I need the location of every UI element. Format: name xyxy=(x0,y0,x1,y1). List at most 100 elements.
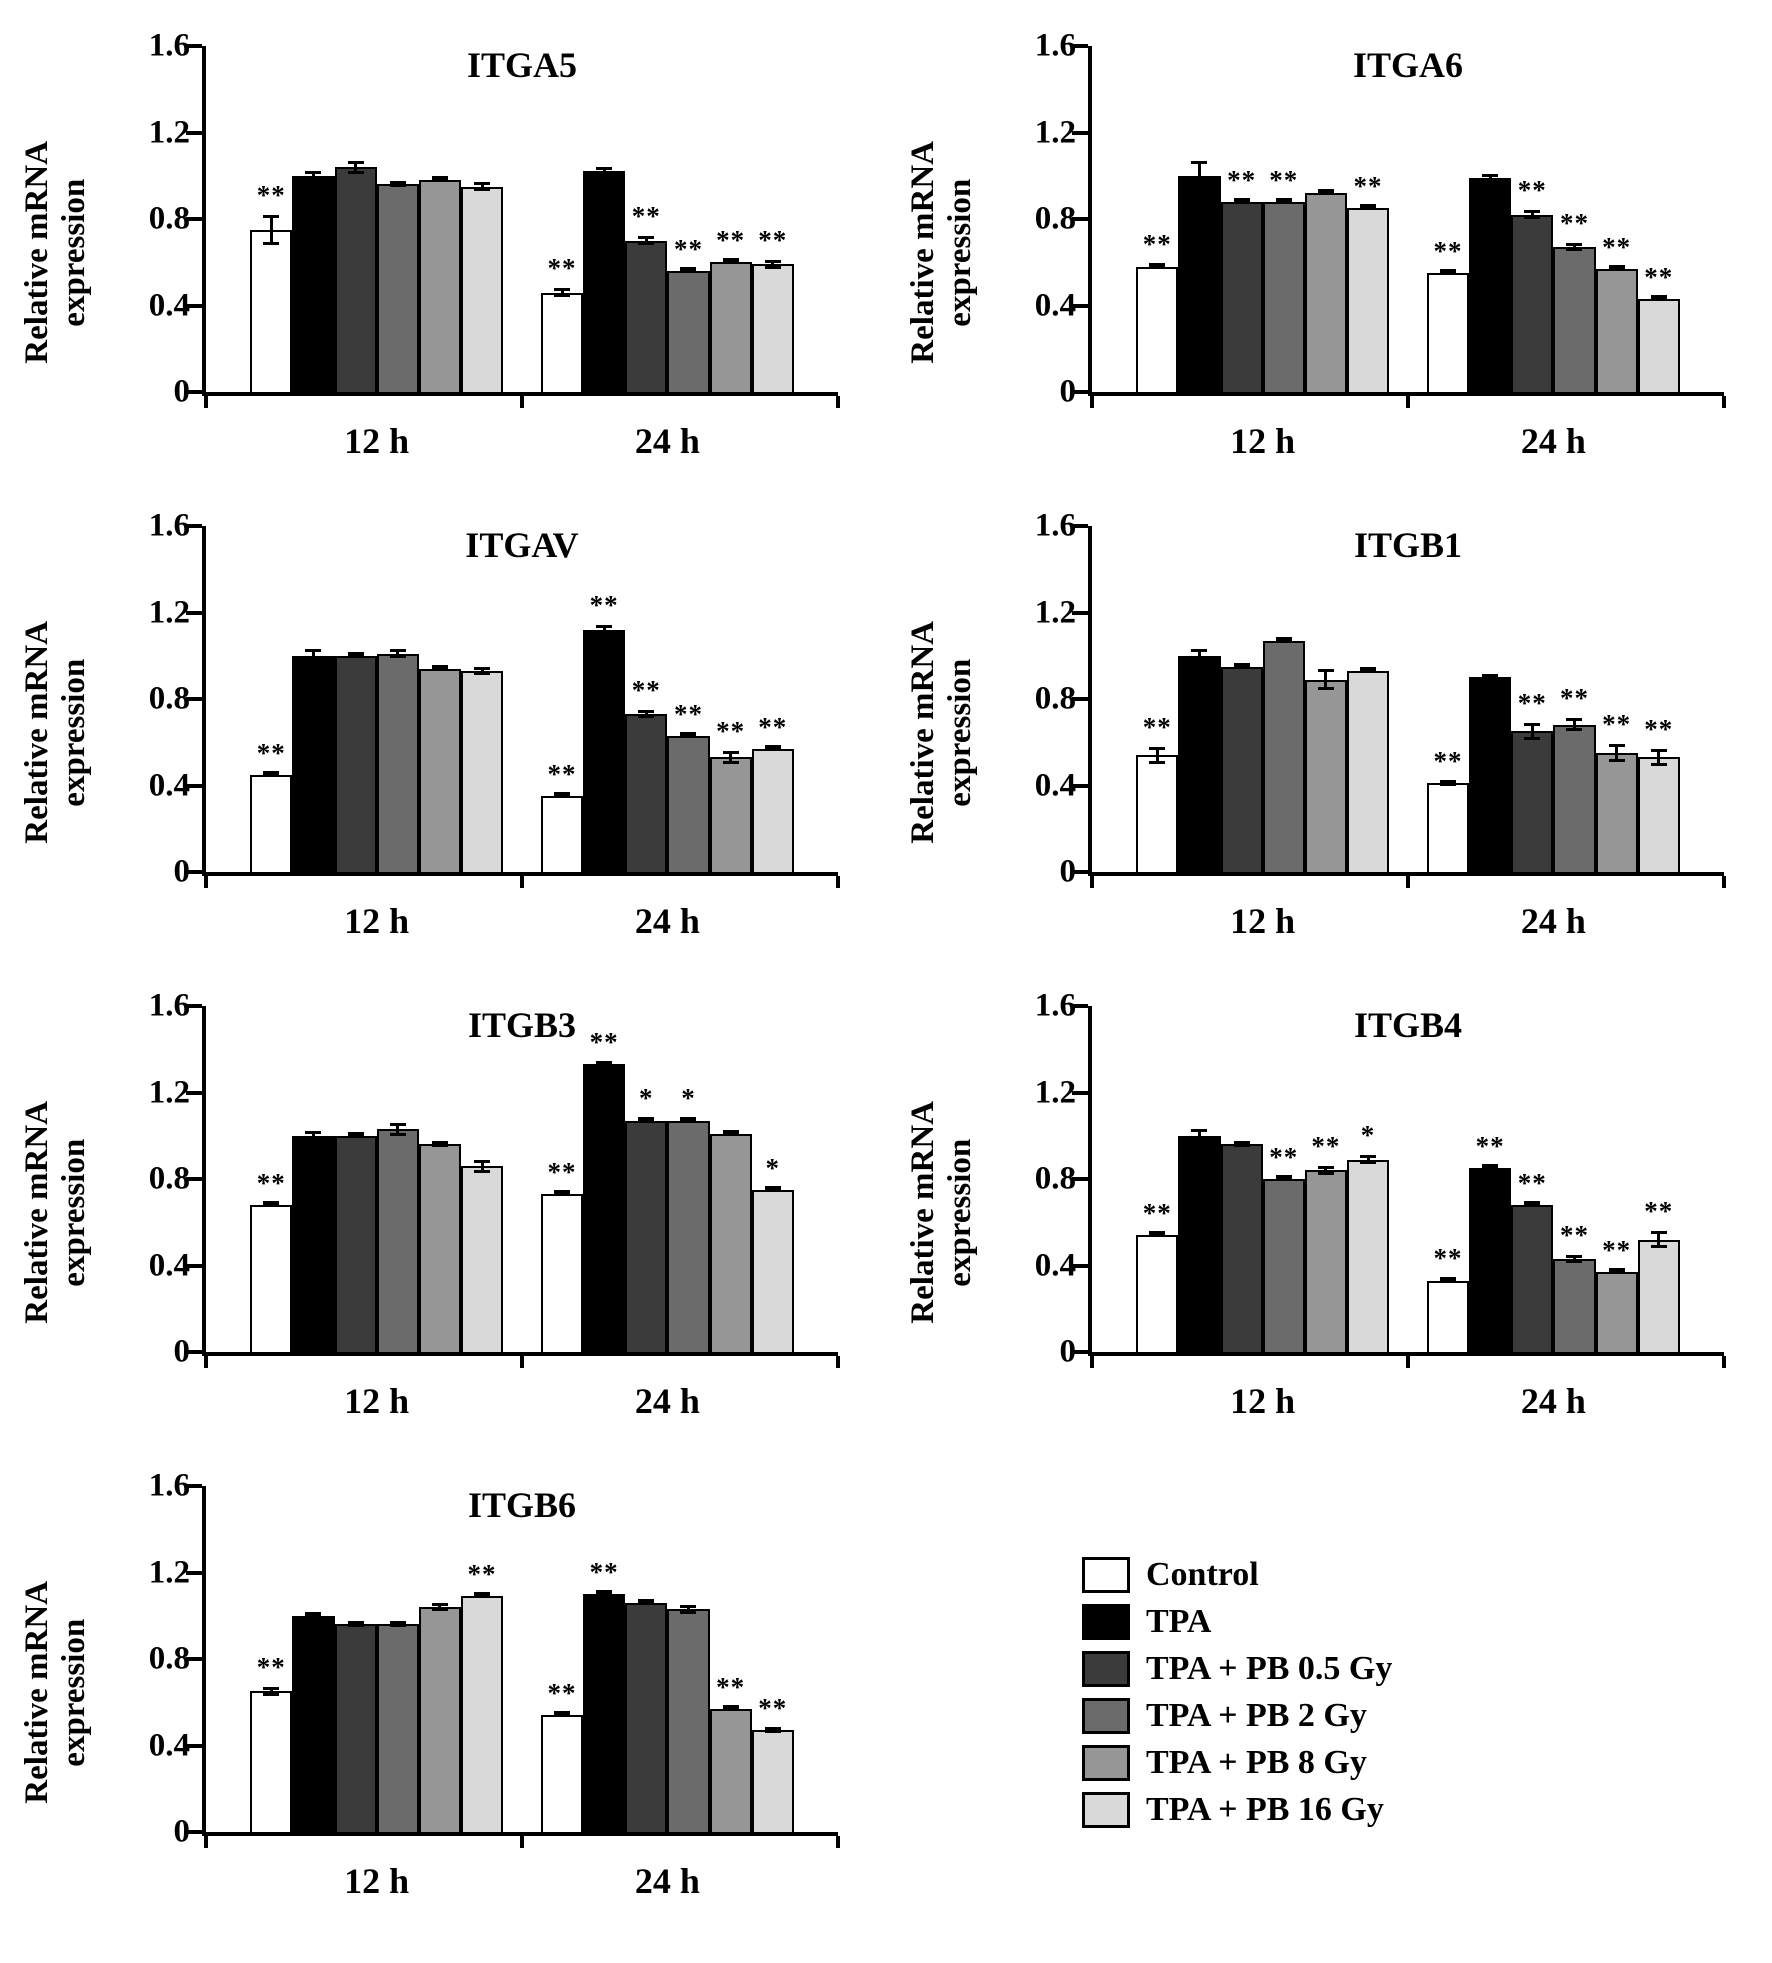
significance-marker: ** xyxy=(547,759,577,790)
bar-tpa: ** xyxy=(583,526,626,872)
bar-tpa xyxy=(292,1006,335,1352)
bar-rect xyxy=(334,1135,377,1352)
chart-body: ITGA5 0 0.4 0.8 1.2 1.6 ** 12 h ** ** ** ** ** 24 h xyxy=(106,12,886,492)
y-tick-mark xyxy=(186,1657,202,1661)
significance-marker: ** xyxy=(1433,235,1463,266)
legend-panel: Control TPA TPA + PB 0.5 Gy TPA + PB 2 Gy TP… xyxy=(886,1452,1772,1932)
significance-marker: ** xyxy=(716,225,746,256)
chart-body: ITGB3 0 0.4 0.8 1.2 1.6 ** 12 h ** ** * * * 24 h xyxy=(106,972,886,1452)
error-bar xyxy=(389,1620,406,1627)
bar-tpa: ** xyxy=(1469,1006,1512,1352)
chart-title: ITGB1 xyxy=(1353,525,1463,565)
bar-rect xyxy=(540,1715,584,1832)
bar-tpa-pb-2-gy xyxy=(1262,526,1305,872)
y-tick-mark xyxy=(1072,1177,1088,1181)
error-bar xyxy=(431,176,448,183)
error-bar xyxy=(1608,1268,1625,1275)
bar-control: ** xyxy=(1426,46,1470,392)
y-tick-mark xyxy=(1072,697,1088,701)
bar-control: ** xyxy=(540,1006,584,1352)
significance-marker: ** xyxy=(1433,746,1463,777)
error-bar xyxy=(263,770,280,777)
bar-rect xyxy=(1595,753,1638,872)
legend-swatch xyxy=(1082,1791,1130,1828)
y-tick-label: 1.6 xyxy=(148,987,190,1024)
plot-area: ITGB4 0 0.4 0.8 1.2 1.6 ** ** ** * 12 h ** ** ** ** ** *… xyxy=(1035,989,1726,1421)
chart-body: ITGAV 0 0.4 0.8 1.2 1.6 ** 12 h ** ** ** ** ** ** 24 h xyxy=(106,492,886,972)
bar-rect xyxy=(667,270,710,392)
y-tick-label: 0 xyxy=(1059,373,1077,410)
bar-rect xyxy=(1469,677,1512,872)
bar-rect xyxy=(1346,208,1390,392)
y-axis-label: Relative mRNA expression xyxy=(19,1580,92,1804)
bar-rect xyxy=(1178,655,1221,872)
significance-marker: * xyxy=(639,1083,654,1114)
y-tick-mark xyxy=(186,303,202,308)
error-bar xyxy=(1608,744,1625,762)
bar-rect xyxy=(1262,1179,1305,1352)
bar-tpa-pb-2-gy: ** xyxy=(1262,46,1305,392)
bar-rect xyxy=(1262,640,1305,872)
error-bar xyxy=(1233,1140,1250,1147)
bar-tpa-pb-0.5-gy xyxy=(334,46,377,392)
bar-rect xyxy=(376,1624,419,1832)
bar-tpa xyxy=(583,46,626,392)
bar-tpa-pb-16-gy xyxy=(1346,526,1390,872)
y-tick-mark xyxy=(1072,1090,1088,1095)
bar-rect xyxy=(1469,1168,1512,1352)
error-bar xyxy=(1317,189,1334,196)
bar-rect xyxy=(418,668,461,872)
bar-rect xyxy=(709,1133,752,1352)
bar-rect xyxy=(292,175,335,392)
bar-rect xyxy=(1426,783,1470,872)
bar-rect xyxy=(1595,268,1638,392)
legend-label: TPA xyxy=(1146,1602,1212,1640)
error-bar xyxy=(1650,1230,1667,1249)
significance-marker: ** xyxy=(1227,164,1257,195)
legend-items: Control TPA TPA + PB 0.5 Gy TPA + PB 2 Gy TP… xyxy=(1082,1547,1392,1838)
chart-panel-itgb3: Relative mRNA expression ITGB3 0 0.4 0.8 1.2 1… xyxy=(0,972,886,1452)
bar-tpa-pb-8-gy: ** xyxy=(709,526,752,872)
legend-item: TPA + PB 0.5 Gy xyxy=(1082,1650,1392,1688)
error-bar xyxy=(554,1190,571,1197)
bar-tpa-pb-16-gy: ** xyxy=(460,1486,504,1832)
y-tick-label: 0 xyxy=(1059,1333,1077,1370)
bar-tpa-pb-2-gy: ** xyxy=(1553,46,1596,392)
bar-rect xyxy=(460,186,504,392)
bar-rect xyxy=(751,748,794,872)
bar-rect xyxy=(1136,755,1179,872)
error-bar xyxy=(1524,1201,1541,1208)
bar-rect xyxy=(1469,177,1512,392)
y-tick-label: 0 xyxy=(173,853,191,890)
error-bar xyxy=(263,1687,280,1696)
bar-control: ** xyxy=(540,526,584,872)
y-axis-label-wrap: Relative mRNA expression xyxy=(892,12,992,492)
x-tick-mark xyxy=(1406,396,1410,408)
y-tick-mark xyxy=(186,44,202,48)
y-tick-mark xyxy=(186,697,202,701)
y-tick-mark xyxy=(186,870,202,874)
bar-rect xyxy=(1304,193,1347,392)
y-tick-label: 0.4 xyxy=(148,1247,190,1283)
bar-tpa-pb-16-gy xyxy=(460,1006,504,1352)
error-bar xyxy=(474,1592,490,1599)
y-axis-label: Relative mRNA expression xyxy=(19,620,92,844)
significance-marker: ** xyxy=(256,1652,286,1683)
bar-rect xyxy=(334,1624,377,1832)
bar-tpa-pb-0.5-gy xyxy=(1220,526,1263,872)
error-bar xyxy=(1191,160,1208,191)
error-bar xyxy=(474,182,490,191)
bar-tpa-pb-0.5-gy: ** xyxy=(1511,46,1554,392)
bar-tpa-pb-0.5-gy xyxy=(334,526,377,872)
significance-marker: ** xyxy=(547,253,577,284)
chart-title: ITGB4 xyxy=(1353,1005,1463,1045)
bar-tpa-pb-2-gy: ** xyxy=(667,526,710,872)
legend-label: TPA + PB 0.5 Gy xyxy=(1146,1649,1393,1687)
error-bar xyxy=(596,1590,613,1597)
bar-rect xyxy=(1262,201,1305,392)
error-bar xyxy=(305,1611,322,1618)
significance-marker: ** xyxy=(1142,1198,1172,1229)
bar-tpa-pb-16-gy: ** xyxy=(751,46,794,392)
significance-marker: ** xyxy=(547,1678,577,1709)
significance-marker: ** xyxy=(1644,261,1674,292)
